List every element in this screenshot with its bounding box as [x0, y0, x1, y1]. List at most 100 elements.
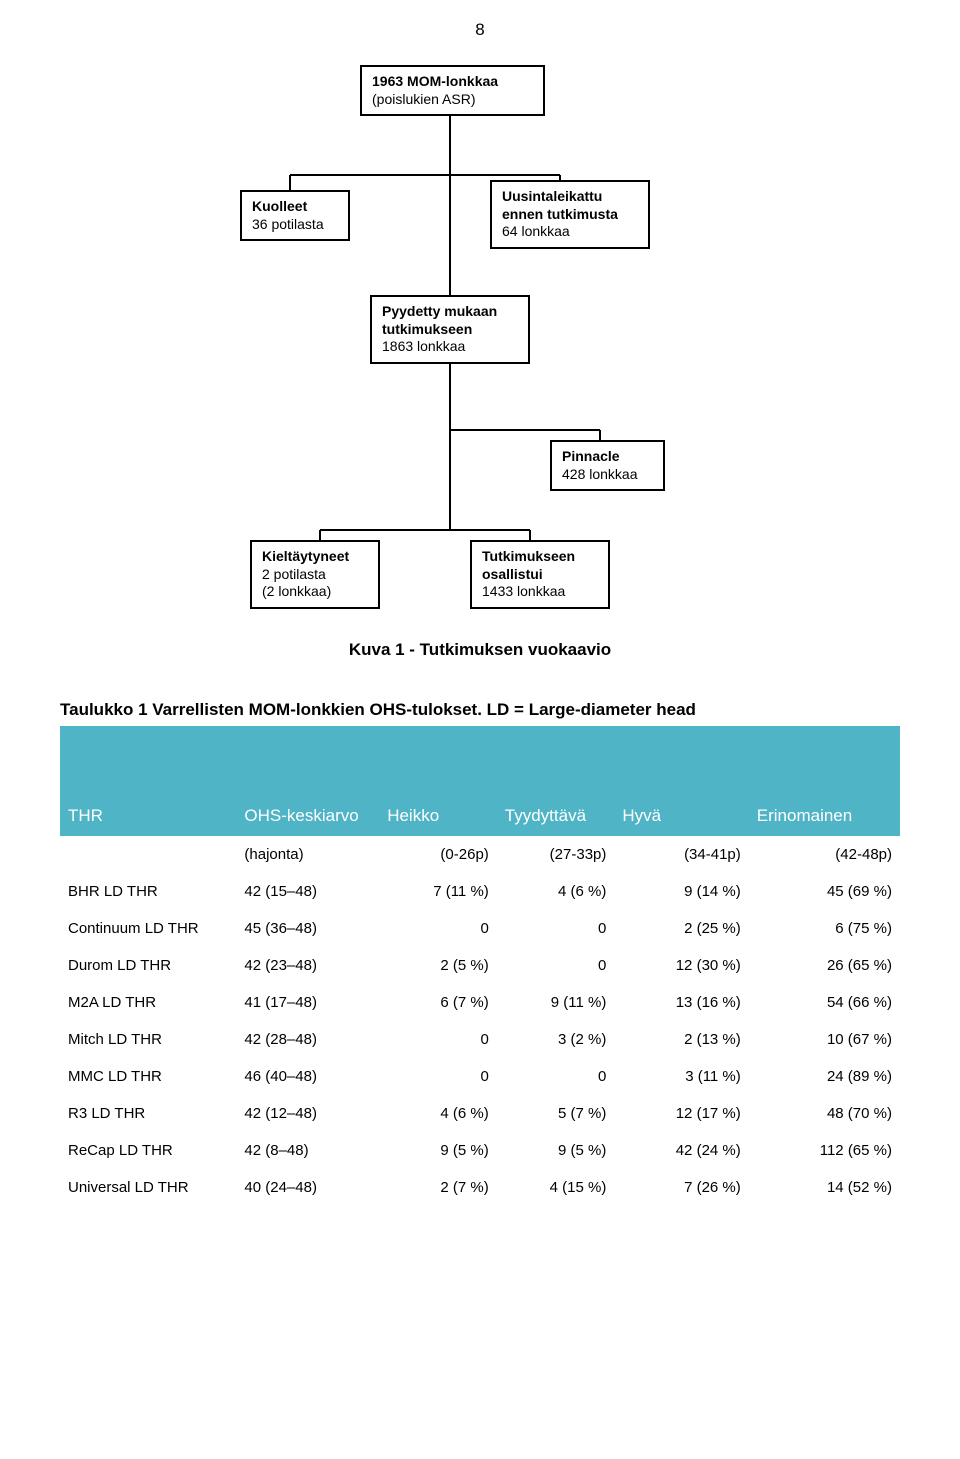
flow-node-kieltaytyneet-sub1: 2 potilasta: [262, 566, 326, 582]
page-number: 8: [60, 20, 900, 40]
cell-name: Durom LD THR: [60, 947, 236, 984]
cell-mean: 46 (40–48): [236, 1058, 379, 1095]
cell-name: ReCap LD THR: [60, 1132, 236, 1169]
th-erinomainen: Erinomainen: [749, 806, 900, 836]
cell-erinomainen: 45 (69 %): [749, 873, 900, 910]
cell-erinomainen: 10 (67 %): [749, 1021, 900, 1058]
flow-node-uusintaleikattu: Uusintaleikattu ennen tutkimusta 64 lonk…: [490, 180, 650, 249]
flow-node-kuolleet-title: Kuolleet: [252, 198, 307, 214]
table-row: R3 LD THR42 (12–48)4 (6 %)5 (7 %)12 (17 …: [60, 1095, 900, 1132]
figure-caption: Kuva 1 - Tutkimuksen vuokaavio: [60, 640, 900, 660]
cell-name: Continuum LD THR: [60, 910, 236, 947]
flow-node-total-title: 1963 MOM-lonkkaa: [372, 73, 498, 89]
sub-34-41: (34-41p): [614, 836, 748, 873]
flow-node-uusintaleikattu-sub2: 64 lonkkaa: [502, 223, 570, 239]
flow-node-pinnacle-title: Pinnacle: [562, 448, 620, 464]
cell-hyva: 12 (17 %): [614, 1095, 748, 1132]
flow-node-pyydetty-sub1: tutkimukseen: [382, 321, 472, 337]
cell-name: BHR LD THR: [60, 873, 236, 910]
sub-42-48: (42-48p): [749, 836, 900, 873]
cell-heikko: 2 (5 %): [379, 947, 497, 984]
th-thr: THR: [60, 806, 236, 836]
cell-erinomainen: 24 (89 %): [749, 1058, 900, 1095]
cell-heikko: 9 (5 %): [379, 1132, 497, 1169]
cell-name: M2A LD THR: [60, 984, 236, 1021]
cell-tyydyttava: 0: [497, 1058, 615, 1095]
flow-node-pinnacle: Pinnacle 428 lonkkaa: [550, 440, 665, 491]
flow-node-uusintaleikattu-title: Uusintaleikattu: [502, 188, 602, 204]
cell-tyydyttava: 0: [497, 947, 615, 984]
th-heikko: Heikko: [379, 806, 497, 836]
cell-erinomainen: 6 (75 %): [749, 910, 900, 947]
cell-hyva: 3 (11 %): [614, 1058, 748, 1095]
flow-node-uusintaleikattu-sub1: ennen tutkimusta: [502, 206, 618, 222]
cell-heikko: 0: [379, 910, 497, 947]
flow-node-pyydetty: Pyydetty mukaan tutkimukseen 1863 lonkka…: [370, 295, 530, 364]
table-row: ReCap LD THR42 (8–48)9 (5 %)9 (5 %)42 (2…: [60, 1132, 900, 1169]
sub-0-26: (0-26p): [379, 836, 497, 873]
cell-hyva: 12 (30 %): [614, 947, 748, 984]
cell-tyydyttava: 9 (11 %): [497, 984, 615, 1021]
cell-mean: 42 (23–48): [236, 947, 379, 984]
cell-heikko: 0: [379, 1058, 497, 1095]
table-row: BHR LD THR42 (15–48)7 (11 %)4 (6 %)9 (14…: [60, 873, 900, 910]
cell-erinomainen: 54 (66 %): [749, 984, 900, 1021]
flow-node-pyydetty-sub2: 1863 lonkkaa: [382, 338, 465, 354]
flow-node-total-sub: (poislukien ASR): [372, 91, 476, 107]
cell-heikko: 0: [379, 1021, 497, 1058]
flow-node-pinnacle-sub: 428 lonkkaa: [562, 466, 638, 482]
cell-heikko: 4 (6 %): [379, 1095, 497, 1132]
cell-tyydyttava: 5 (7 %): [497, 1095, 615, 1132]
flow-node-osallistui: Tutkimukseen osallistui 1433 lonkkaa: [470, 540, 610, 609]
cell-hyva: 2 (25 %): [614, 910, 748, 947]
cell-mean: 42 (28–48): [236, 1021, 379, 1058]
table-row: Universal LD THR40 (24–48)2 (7 %)4 (15 %…: [60, 1169, 900, 1206]
cell-heikko: 6 (7 %): [379, 984, 497, 1021]
table-row: M2A LD THR41 (17–48)6 (7 %)9 (11 %)13 (1…: [60, 984, 900, 1021]
table-header-row: THR OHS-keskiarvo Heikko Tyydyttävä Hyvä…: [60, 726, 900, 836]
cell-mean: 42 (12–48): [236, 1095, 379, 1132]
cell-heikko: 7 (11 %): [379, 873, 497, 910]
sub-27-33: (27-33p): [497, 836, 615, 873]
ohs-table: (hajonta)(0-26p)(27-33p)(34-41p)(42-48p)…: [60, 836, 900, 1206]
flow-node-kieltaytyneet: Kieltäytyneet 2 potilasta (2 lonkkaa): [250, 540, 380, 609]
cell-erinomainen: 14 (52 %): [749, 1169, 900, 1206]
cell-hyva: 9 (14 %): [614, 873, 748, 910]
flow-node-osallistui-sub1: osallistui: [482, 566, 543, 582]
cell-name: R3 LD THR: [60, 1095, 236, 1132]
flow-node-osallistui-sub2: 1433 lonkkaa: [482, 583, 565, 599]
flow-node-kieltaytyneet-title: Kieltäytyneet: [262, 548, 349, 564]
table-title: Taulukko 1 Varrellisten MOM-lonkkien OHS…: [60, 700, 900, 720]
cell-tyydyttava: 3 (2 %): [497, 1021, 615, 1058]
cell-erinomainen: 48 (70 %): [749, 1095, 900, 1132]
flow-node-kieltaytyneet-sub2: (2 lonkkaa): [262, 583, 331, 599]
cell-mean: 42 (15–48): [236, 873, 379, 910]
cell-mean: 40 (24–48): [236, 1169, 379, 1206]
cell-tyydyttava: 0: [497, 910, 615, 947]
flow-node-kuolleet: Kuolleet 36 potilasta: [240, 190, 350, 241]
table-row: Durom LD THR42 (23–48)2 (5 %)012 (30 %)2…: [60, 947, 900, 984]
table-row: MMC LD THR46 (40–48)003 (11 %)24 (89 %): [60, 1058, 900, 1095]
th-hyva: Hyvä: [614, 806, 748, 836]
cell-name: Universal LD THR: [60, 1169, 236, 1206]
flow-node-kuolleet-sub: 36 potilasta: [252, 216, 324, 232]
cell-heikko: 2 (7 %): [379, 1169, 497, 1206]
cell-hyva: 42 (24 %): [614, 1132, 748, 1169]
cell-mean: 45 (36–48): [236, 910, 379, 947]
table-row: Continuum LD THR45 (36–48)002 (25 %)6 (7…: [60, 910, 900, 947]
flow-node-osallistui-title: Tutkimukseen: [482, 548, 575, 564]
flow-node-total: 1963 MOM-lonkkaa (poislukien ASR): [360, 65, 545, 116]
cell-mean: 41 (17–48): [236, 984, 379, 1021]
cell-tyydyttava: 4 (6 %): [497, 873, 615, 910]
table-row: Mitch LD THR42 (28–48)03 (2 %)2 (13 %)10…: [60, 1021, 900, 1058]
cell-name: Mitch LD THR: [60, 1021, 236, 1058]
cell-mean: 42 (8–48): [236, 1132, 379, 1169]
cell-tyydyttava: 4 (15 %): [497, 1169, 615, 1206]
th-tyydyttava: Tyydyttävä: [497, 806, 615, 836]
th-ohs: OHS-keskiarvo: [236, 806, 379, 836]
cell-erinomainen: 26 (65 %): [749, 947, 900, 984]
sub-hajonta: (hajonta): [236, 836, 379, 873]
flow-node-pyydetty-title: Pyydetty mukaan: [382, 303, 497, 319]
table-subheader-row: (hajonta)(0-26p)(27-33p)(34-41p)(42-48p): [60, 836, 900, 873]
cell-erinomainen: 112 (65 %): [749, 1132, 900, 1169]
